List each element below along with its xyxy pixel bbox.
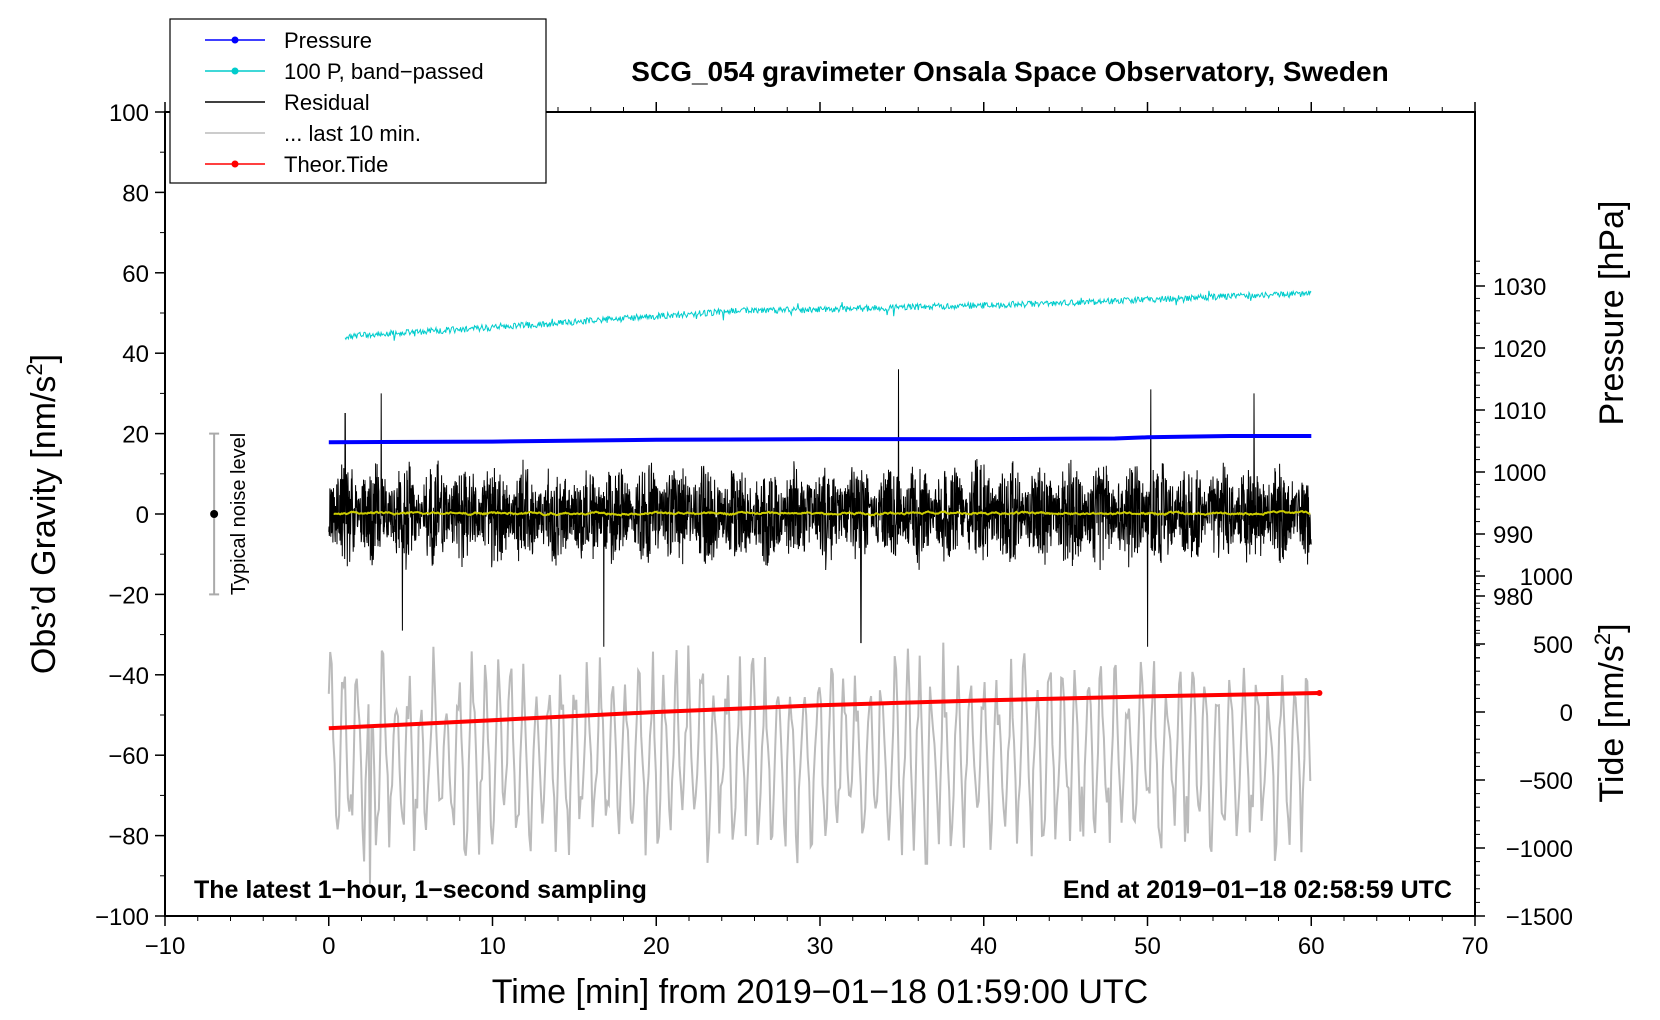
x-tick-label: −10 — [145, 933, 186, 960]
x-tick-label: 20 — [643, 933, 670, 960]
band-passed-pressure-line — [344, 289, 1312, 341]
pressure-tick-label: 1030 — [1493, 274, 1546, 301]
x-axis-title: Time [min] from 2019−01−18 01:59:00 UTC — [492, 973, 1148, 1011]
y-tick-label: −100 — [95, 904, 149, 931]
y-tick-label: 100 — [109, 100, 149, 127]
chart-title: SCG_054 gravimeter Onsala Space Observat… — [631, 56, 1388, 87]
noise-bar-center-dot — [210, 510, 219, 518]
legend-marker — [231, 160, 239, 168]
y-axis-title-tide-text: Tide [nm/s — [1593, 645, 1631, 802]
tide-tick-label: −500 — [1519, 768, 1573, 795]
x-tick-label: 60 — [1298, 933, 1325, 960]
y-tick-label: −40 — [108, 663, 149, 690]
legend: Pressure 100 P, band−passed Residual ... la… — [169, 18, 547, 184]
y-tick-label: −20 — [108, 582, 149, 609]
x-tick-label: 40 — [970, 933, 997, 960]
theoretical-tide-line — [328, 691, 1320, 731]
y-axis-title-left-text: Obs’d Gravity [nm/s — [25, 376, 63, 675]
pressure-tick-label: 980 — [1493, 584, 1533, 611]
noise-level-indicator: Typical noise level — [209, 432, 250, 596]
pressure-tick-label: 1010 — [1493, 398, 1546, 425]
data-series — [327, 289, 1323, 884]
legend-label: Residual — [284, 90, 370, 115]
y-axis-title-left-end: ] — [25, 354, 63, 363]
tide-tick-label: 500 — [1533, 632, 1573, 659]
y-axis-title-left: Obs’d Gravity [nm/s2] — [22, 354, 63, 674]
legend-label: ... last 10 min. — [284, 121, 421, 146]
tide-tick-label: 0 — [1560, 700, 1573, 727]
y-axis-title-tide: Tide [nm/s2] — [1590, 623, 1631, 802]
legend-label: Theor.Tide — [284, 152, 388, 177]
y-axis-title-tide-sup: 2 — [1590, 633, 1615, 645]
residual-smoothed-line — [333, 510, 1311, 517]
noise-level-label: Typical noise level — [228, 433, 250, 595]
y-tick-label: 0 — [136, 502, 149, 529]
axes-ticks: −10 0 10 20 30 40 50 60 70−100−80−60−40−20020406… — [95, 100, 1573, 960]
residual-line — [328, 369, 1312, 647]
pressure-tick-label: 1020 — [1493, 336, 1546, 363]
y-axis-title-left-sup: 2 — [22, 363, 47, 375]
y-tick-label: 80 — [122, 180, 149, 207]
x-tick-label: 10 — [479, 933, 506, 960]
pressure-tick-label: 1000 — [1493, 460, 1546, 487]
last-10-min-line — [327, 642, 1312, 884]
y-axis-title-pressure: Pressure [hPa] — [1593, 201, 1631, 426]
legend-box — [169, 18, 547, 184]
y-tick-label: −60 — [108, 743, 149, 770]
x-tick-label: 70 — [1462, 933, 1489, 960]
y-axis-title-tide-end: ] — [1593, 623, 1631, 632]
x-tick-label: 50 — [1134, 933, 1161, 960]
legend-label: 100 P, band−passed — [284, 59, 484, 84]
y-tick-label: −80 — [108, 824, 149, 851]
x-tick-label: 30 — [807, 933, 834, 960]
annotation-right: End at 2019−01−18 02:58:59 UTC — [1063, 876, 1452, 904]
tide-tick-label: 1000 — [1520, 564, 1573, 591]
legend-marker — [231, 67, 239, 75]
legend-marker — [231, 36, 239, 44]
y-tick-label: 40 — [122, 341, 149, 368]
y-tick-label: 20 — [122, 422, 149, 449]
tide-tick-label: −1000 — [1506, 836, 1573, 863]
x-tick-label: 0 — [322, 933, 335, 960]
tide-tick-label: −1500 — [1506, 904, 1573, 931]
theoretical-tide-end-marker — [1316, 689, 1323, 696]
legend-label: Pressure — [284, 28, 372, 53]
pressure-tick-label: 990 — [1493, 522, 1533, 549]
pressure-line — [328, 434, 1312, 445]
annotation-left: The latest 1−hour, 1−second sampling — [194, 876, 647, 904]
y-tick-label: 60 — [122, 261, 149, 288]
